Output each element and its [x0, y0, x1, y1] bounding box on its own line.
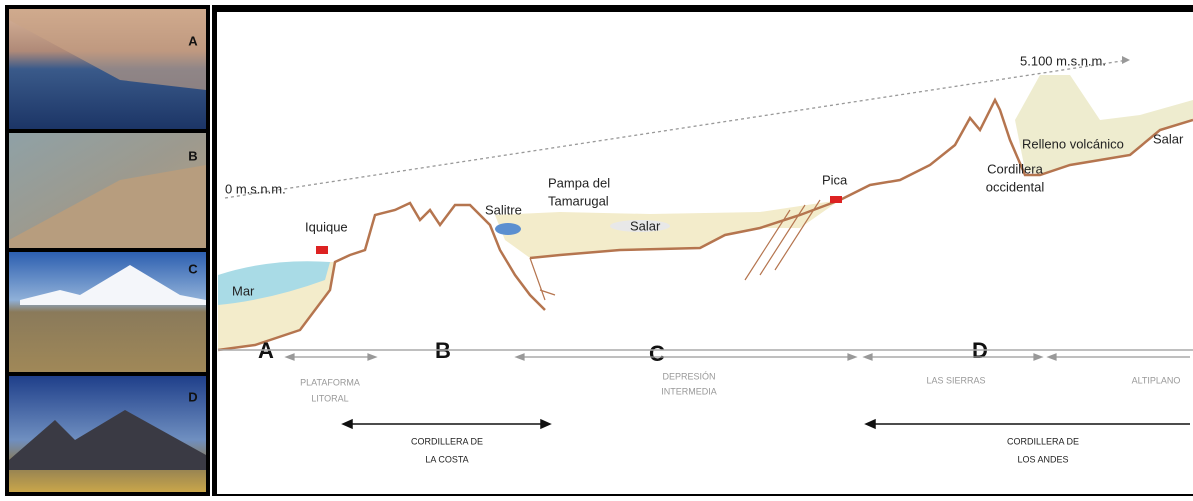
photo-detail	[9, 9, 206, 90]
pampa-fill	[495, 200, 840, 258]
photo-label: D	[188, 389, 197, 404]
place-label: Pampa del	[548, 175, 610, 190]
place-label: Salar	[630, 218, 661, 233]
elevation-label: 0 m.s.n.m.	[225, 181, 286, 196]
city-icon	[316, 246, 328, 254]
salar-patch	[610, 220, 670, 232]
unit-label: LAS SIERRAS	[926, 375, 985, 385]
terrain-coast	[217, 201, 546, 352]
place-label: Iquique	[305, 219, 348, 234]
arrowheads	[284, 353, 1057, 361]
place-label: Pica	[822, 172, 848, 187]
unit-label: INTERMEDIA	[661, 386, 717, 396]
photo-detail	[9, 410, 206, 470]
range-label: CORDILLERA DE	[411, 436, 483, 446]
place-label: Salar	[1153, 131, 1184, 146]
photo-label: A	[188, 33, 198, 48]
unit-label: DEPRESIÓN	[662, 371, 715, 381]
photo-label: B	[188, 148, 197, 163]
city-icon	[830, 196, 842, 203]
arrowhead	[1122, 56, 1130, 64]
photo-detail	[20, 265, 206, 305]
unit-label: LITORAL	[311, 393, 348, 403]
place-label: Cordillera	[987, 161, 1043, 176]
photo-detail	[9, 165, 206, 248]
photo-label: C	[188, 261, 198, 276]
sea	[218, 261, 330, 305]
salitre-icon	[495, 223, 521, 235]
zone-label: C	[649, 341, 665, 366]
faults	[529, 199, 821, 301]
range-label: CORDILLERA DE	[1007, 436, 1079, 446]
range-arrows	[341, 418, 1190, 430]
place-label: Relleno volcánico	[1022, 136, 1124, 151]
place-label: Tamarugal	[548, 193, 609, 208]
unit-label: PLATAFORMA	[300, 377, 360, 387]
place-label: occidental	[986, 179, 1045, 194]
unit-arrows	[284, 353, 1190, 361]
photo	[9, 252, 206, 372]
range-label: LA COSTA	[425, 454, 468, 464]
arrowheads	[341, 418, 876, 430]
diagram-area	[217, 12, 1193, 494]
volcanic-fill	[1015, 75, 1193, 175]
elevation-line	[224, 59, 1129, 199]
range-label: LOS ANDES	[1017, 454, 1068, 464]
place-label: Salitre	[485, 202, 522, 217]
unit-label: ALTIPLANO	[1132, 375, 1181, 385]
terrain-andes	[529, 97, 1193, 260]
place-label: Mar	[232, 283, 255, 298]
elevation-label: 5.100 m.s.n.m.	[1020, 53, 1106, 68]
